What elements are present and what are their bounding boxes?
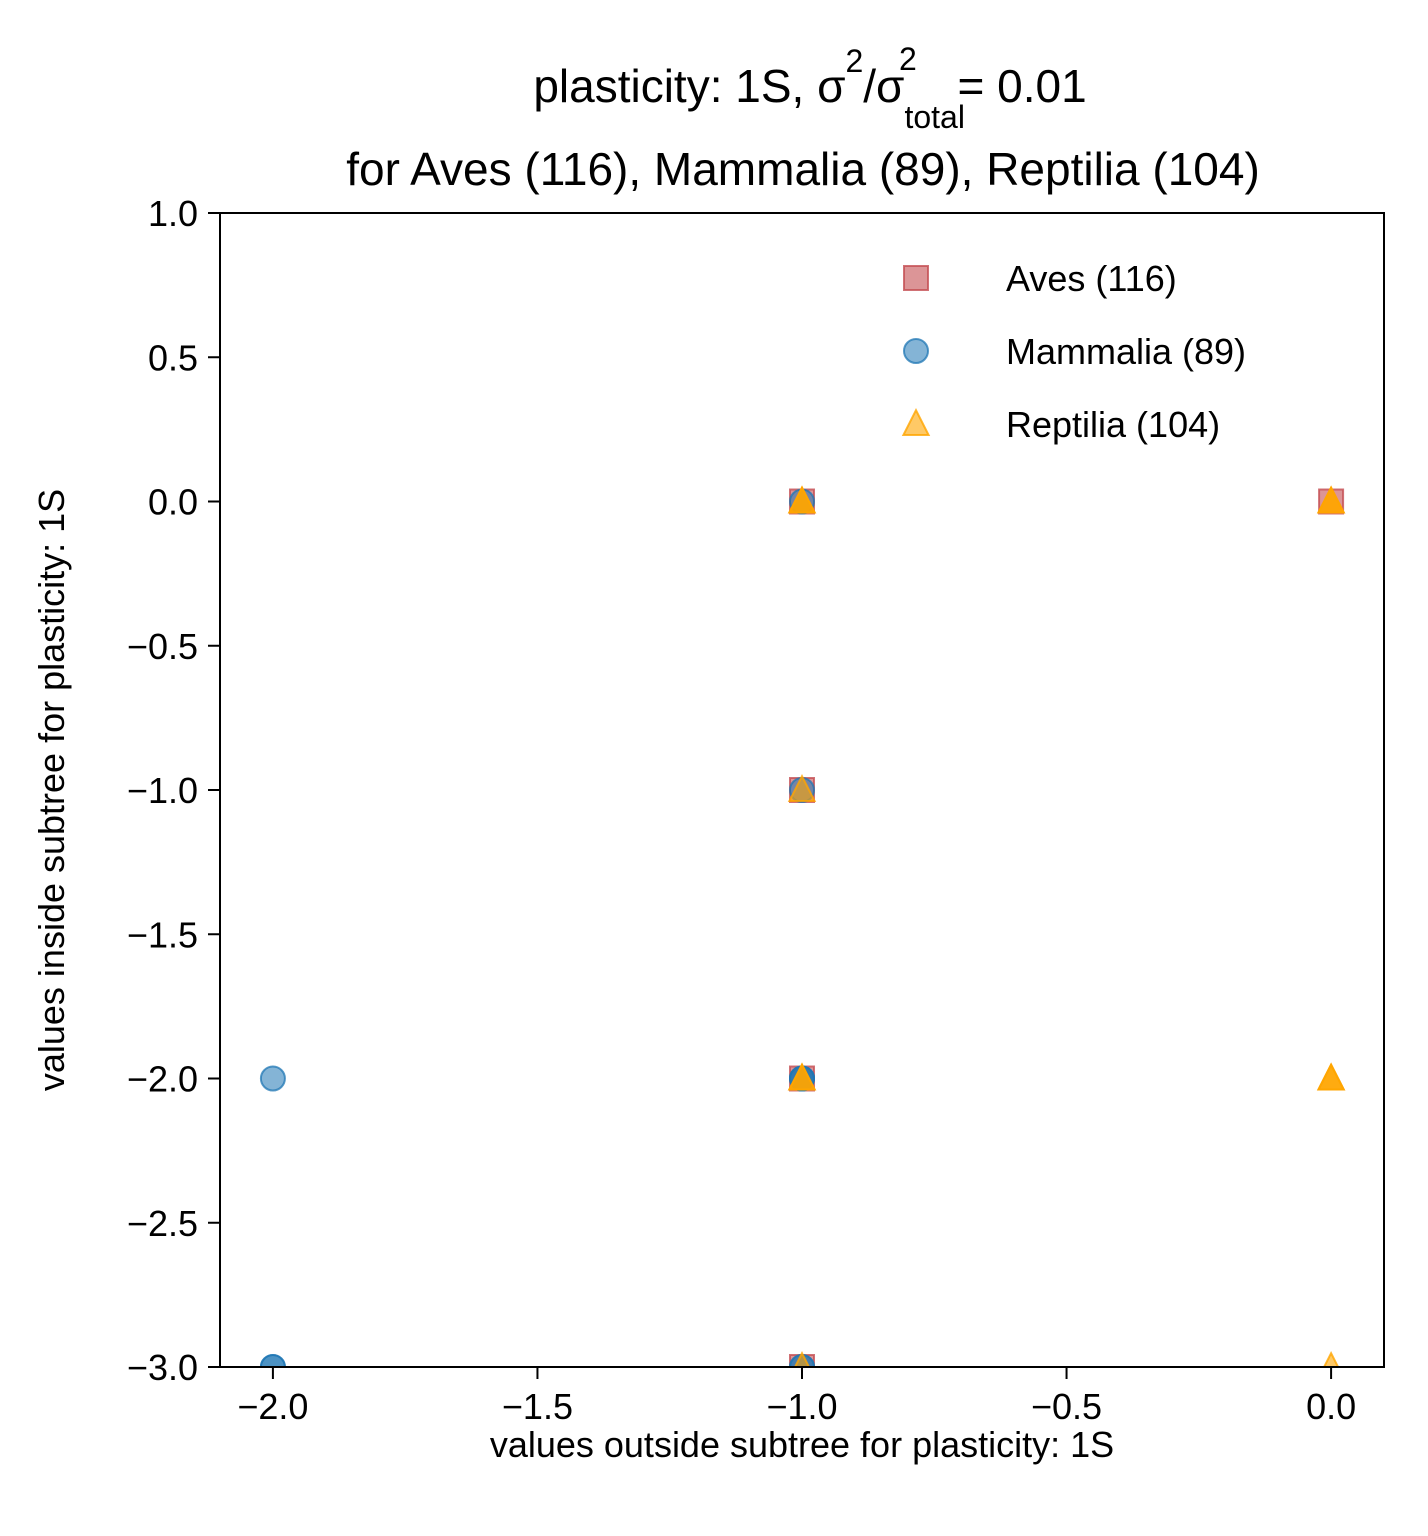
title-mid: /σ — [863, 60, 904, 112]
y-tick-label: 0.0 — [148, 482, 198, 523]
legend-label: Reptilia (104) — [1006, 404, 1220, 445]
title-suffix: = 0.01 — [945, 60, 1087, 112]
x-axis-label: values outside subtree for plasticity: 1… — [490, 1424, 1114, 1465]
x-tick-label: −1.0 — [766, 1386, 837, 1427]
legend-marker-square — [903, 265, 929, 291]
title-prefix: plasticity: 1S, σ — [533, 60, 845, 112]
data-point-circle — [259, 1354, 286, 1367]
y-tick-label: −0.5 — [127, 626, 198, 667]
data-point-triangle — [1316, 485, 1346, 514]
data-point-triangle — [787, 1062, 817, 1091]
legend-label: Aves (116) — [1006, 258, 1177, 299]
y-axis-label: values inside subtree for plasticity: 1S — [31, 489, 72, 1091]
legend-marker-circle — [903, 338, 929, 364]
data-point-triangle — [787, 773, 817, 803]
data-point-triangle — [1322, 1350, 1340, 1367]
y-tick-label: −1.0 — [127, 770, 198, 811]
y-tick-label: −3.0 — [127, 1347, 198, 1388]
y-tick-label: −2.0 — [127, 1059, 198, 1100]
legend: Aves (116) Mammalia (89) Reptilia (104) — [901, 258, 1246, 445]
data-point-triangle — [793, 1350, 811, 1367]
chart-title-line1: plasticity: 1S, σ2/σtotal2 = 0.01 — [533, 41, 1086, 135]
data-point-triangle — [1316, 1062, 1346, 1091]
y-tick-label: 0.5 — [148, 337, 198, 378]
legend-marker-triangle — [901, 407, 931, 437]
data-point-triangle — [787, 485, 817, 514]
y-tick-label: −2.5 — [127, 1203, 198, 1244]
title-sup2: 2 — [899, 41, 917, 77]
y-tick-label: 1.0 — [148, 193, 198, 234]
x-tick-label: −2.0 — [237, 1386, 308, 1427]
y-tick-label: −1.5 — [127, 914, 198, 955]
chart-title-line2: for Aves (116), Mammalia (89), Reptilia … — [346, 143, 1260, 195]
x-axis-ticks: −2.0 −1.5 −1.0 −0.5 0.0 — [237, 1367, 1356, 1427]
legend-label: Mammalia (89) — [1006, 331, 1246, 372]
x-tick-label: −0.5 — [1031, 1386, 1102, 1427]
title-sub: total — [904, 99, 964, 135]
data-point-circle — [259, 1065, 286, 1092]
plot-markers — [259, 485, 1346, 1367]
title-sup1: 2 — [845, 43, 863, 79]
x-tick-label: 0.0 — [1306, 1386, 1356, 1427]
y-axis-ticks: 1.0 0.5 0.0 −0.5 −1.0 −1.5 −2.0 −2.5 −3.0 — [127, 193, 220, 1388]
x-tick-label: −1.5 — [502, 1386, 573, 1427]
